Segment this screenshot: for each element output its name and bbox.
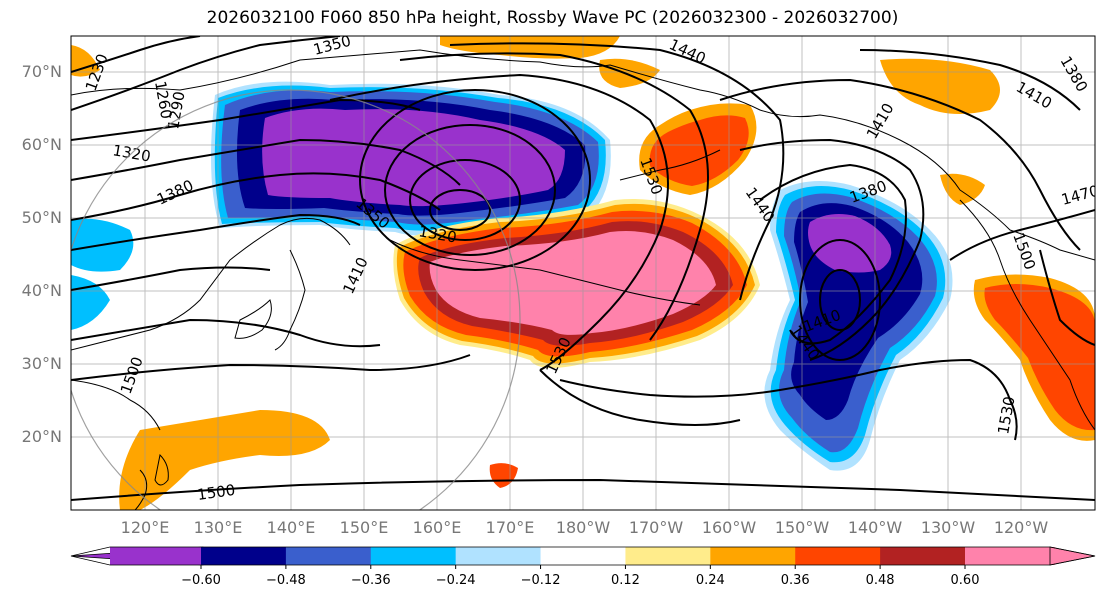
colorbar-tick-label: −0.12 [521, 573, 561, 588]
shaded-anomaly-field [71, 36, 1095, 510]
map-panel: 1230 1260 1290 1320 1350 1380 1350 1320 … [71, 36, 1095, 510]
colorbar: −0.60 −0.48 −0.36 −0.24 −0.12 0.12 0.24 0.36 0.4… [70, 546, 1096, 588]
lon-tick-label: 130°E [194, 518, 243, 537]
colorbar-tick-label: −0.24 [436, 573, 476, 588]
lon-tick-label: 170°W [629, 518, 684, 537]
lon-tick-label: 130°W [921, 518, 976, 537]
colorbar-bin [455, 547, 542, 565]
colorbar-tick-label: 0.24 [696, 573, 725, 588]
coastlines [71, 49, 1095, 510]
lat-tick-label: 50°N [22, 208, 62, 227]
lon-tick-label: 150°W [775, 518, 830, 537]
colorbar-tick-label: −0.36 [351, 573, 391, 588]
colorbar-bin [795, 547, 881, 565]
colorbar-bin [540, 547, 626, 565]
lon-tick-label: 160°W [702, 518, 757, 537]
map-frame [70, 35, 1096, 511]
colorbar-bin [965, 547, 1055, 565]
projection-circle [71, 89, 521, 510]
lat-tick-label: 70°N [22, 62, 62, 81]
colorbar-tick-label: 0.48 [866, 573, 895, 588]
colorbar-tick-label: −0.60 [181, 573, 221, 588]
colorbar-bin [110, 547, 201, 565]
lon-tick-label: 120°W [994, 518, 1049, 537]
height-contours [71, 36, 1095, 501]
colorbar-extend-max [1049, 546, 1096, 566]
colorbar-bin [710, 547, 796, 565]
lon-tick-label: 140°E [267, 518, 316, 537]
lat-tick-label: 30°N [22, 354, 62, 373]
colorbar-bin [285, 547, 372, 565]
colorbar-bin [370, 547, 457, 565]
colorbar-tick-label: 0.12 [611, 573, 640, 588]
colorbar-tick-label: 0.36 [781, 573, 810, 588]
colorbar-bin [880, 547, 966, 565]
lat-tick-label: 20°N [22, 427, 62, 446]
colorbar-tick-label: −0.48 [266, 573, 306, 588]
lon-tick-label: 170°E [486, 518, 535, 537]
colorbar-bin [201, 547, 287, 565]
lon-tick-label: 180°W [556, 518, 611, 537]
lon-axis: 120°E 130°E 140°E 150°E 160°E 170°E 180°… [121, 518, 1049, 537]
contour-label: 1500 [196, 481, 236, 504]
graticule [71, 36, 1095, 510]
lon-tick-label: 120°E [121, 518, 170, 537]
map-title: 2026032100 F060 850 hPa height, Rossby W… [206, 8, 899, 28]
colorbar-bin [625, 547, 711, 565]
colorbar-tick-label: 0.60 [951, 573, 980, 588]
lat-tick-label: 40°N [22, 281, 62, 300]
colorbar-outline [70, 546, 1096, 566]
lat-axis: 70°N 60°N 50°N 40°N 30°N 20°N [22, 62, 62, 446]
lon-tick-label: 140°W [848, 518, 903, 537]
pos-anomaly-tropical [119, 410, 331, 510]
lon-tick-label: 150°E [340, 518, 389, 537]
lon-tick-label: 160°E [413, 518, 462, 537]
lat-tick-label: 60°N [22, 135, 62, 154]
